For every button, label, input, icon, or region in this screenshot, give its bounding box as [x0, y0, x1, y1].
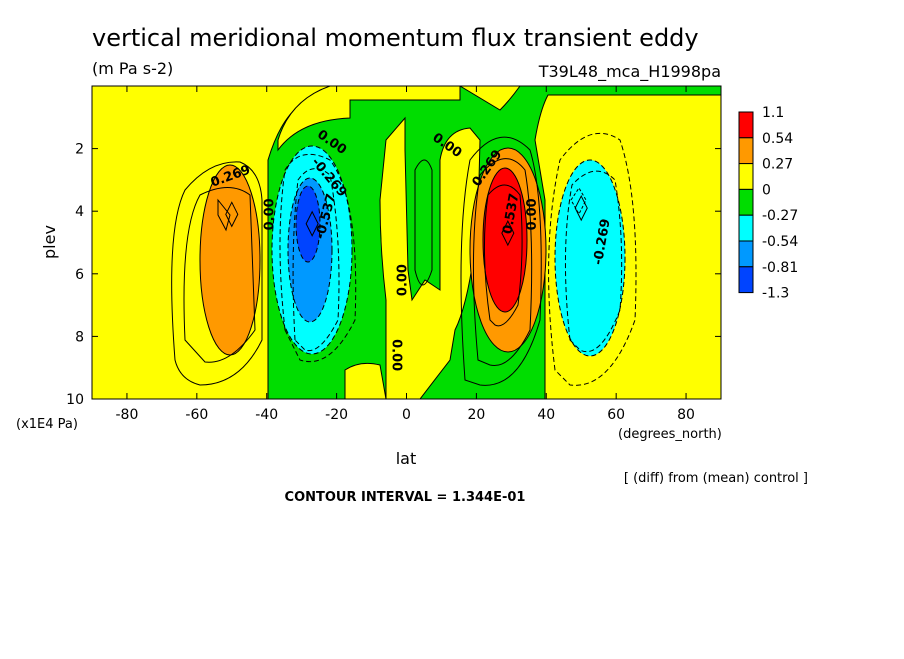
x-tick-label: 40	[537, 407, 555, 423]
x-tick-label: 60	[607, 407, 625, 423]
x-axis-label: lat	[396, 449, 417, 468]
extremum-marker	[574, 194, 588, 222]
x-tick-label: -20	[325, 407, 348, 423]
x-axis: -80 -60 -40 -20 0 20 40 60 80	[116, 86, 695, 423]
contour-label: 0.00	[396, 264, 411, 296]
x-tick-label: 80	[677, 407, 695, 423]
colorbar-label: 1.1	[762, 105, 784, 121]
y-tick-label: 6	[75, 267, 84, 283]
contour-label: 0.00	[389, 339, 404, 371]
units-label: (m Pa s-2)	[92, 59, 173, 78]
extremum-marker	[501, 219, 515, 247]
extremum-marker	[225, 201, 239, 228]
colorbar-label: 0.27	[762, 157, 793, 173]
y-axis-label: plev	[40, 225, 59, 259]
footer-note: [ (diff) from (mean) control ]	[624, 471, 808, 486]
plot-area: 0.2690.000.00-0.269-0.5370.000.000.000.2…	[92, 86, 721, 399]
x-tick-label: 0	[402, 407, 411, 423]
y-axis: 2 4 6 8 10	[66, 142, 721, 408]
contour-lines	[171, 132, 637, 386]
colorbar-swatch	[738, 266, 754, 294]
colorbar: 1.1 0.54 0.27 0 -0.27 -0.54 -0.81 -1.3	[738, 105, 798, 302]
colorbar-swatch	[738, 240, 754, 268]
colorbar-swatch	[738, 188, 754, 216]
contour-interval-label: CONTOUR INTERVAL = 1.344E-01	[285, 490, 526, 505]
x-tick-label: 20	[467, 407, 485, 423]
x-axis-units: (degrees_north)	[618, 427, 722, 442]
chart-title: vertical meridional momentum flux transi…	[92, 24, 699, 52]
yellow-equator-lower	[344, 362, 387, 399]
colorbar-label: -1.3	[762, 286, 789, 302]
run-label: T39L48_mca_H1998pa	[538, 62, 721, 82]
contour-label: 0.00	[263, 198, 278, 230]
colorbar-swatch	[738, 111, 754, 139]
y-tick-label: 10	[66, 392, 84, 408]
colorbar-swatch	[738, 163, 754, 190]
colorbar-label: -0.81	[762, 260, 798, 276]
x-tick-label: -80	[116, 407, 139, 423]
x-tick-label: -60	[185, 407, 208, 423]
colorbar-swatch	[738, 137, 754, 165]
y-axis-units: (x1E4 Pa)	[16, 417, 78, 432]
colorbar-label: -0.54	[762, 234, 798, 250]
colorbar-label: 0.54	[762, 131, 793, 147]
x-tick-label: -40	[255, 407, 278, 423]
yellow-equator-column	[379, 116, 481, 399]
green-region-center-top	[277, 86, 461, 152]
cyan-region-nh	[554, 159, 626, 357]
colorbar-label: 0	[762, 182, 771, 198]
y-tick-label: 4	[75, 204, 84, 220]
dark-blue-region-sh	[295, 185, 321, 263]
extremum-marker	[305, 210, 319, 237]
y-tick-label: 8	[75, 329, 84, 345]
orange-region-sh	[199, 164, 261, 356]
colorbar-label: -0.27	[762, 208, 798, 224]
colorbar-swatch	[738, 214, 754, 242]
y-tick-label: 2	[75, 142, 84, 158]
contour-label: 0.00	[525, 198, 540, 230]
